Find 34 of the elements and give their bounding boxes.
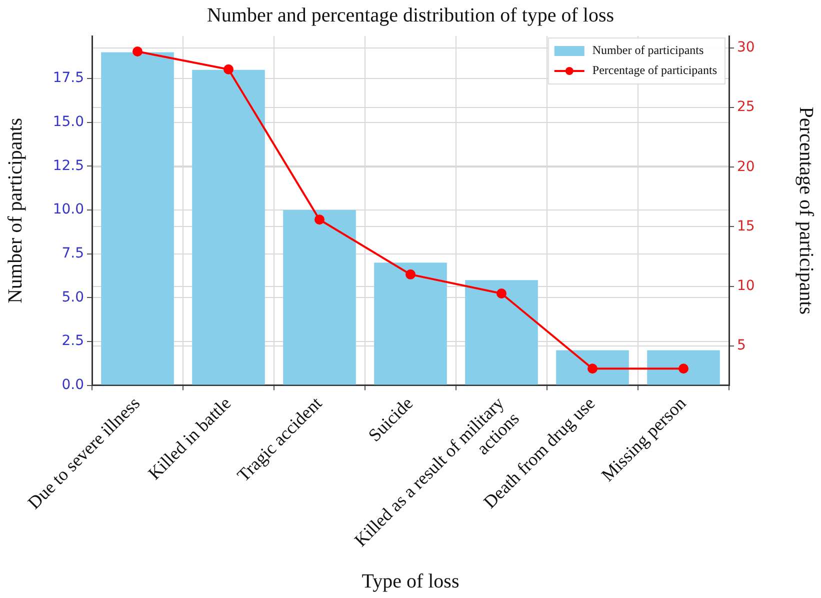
bar (647, 350, 720, 385)
y-axis-title: Number of participants (4, 118, 26, 304)
point (678, 364, 688, 374)
point (588, 364, 598, 374)
y-tick-label: 15.0 (52, 114, 84, 130)
legend-label: Percentage of participants (592, 63, 718, 78)
point (496, 288, 506, 299)
y2-tick-label: 15 (737, 218, 755, 234)
y-tick-label: 17.5 (52, 70, 84, 86)
y2-tick-label: 30 (737, 40, 755, 56)
point (132, 46, 142, 56)
y2-tick-label: 20 (737, 158, 755, 175)
bar (465, 280, 538, 385)
legend-label: Number of participants (592, 43, 704, 58)
y-tick-label: 12.5 (52, 158, 84, 174)
y-tick-label: 7.5 (62, 245, 84, 262)
y2-tick-label: 10 (737, 278, 755, 294)
y-tick-label: 0.0 (62, 376, 84, 393)
point (224, 64, 234, 74)
y2-tick-label: 5 (737, 338, 746, 354)
chart-title: Number and percentage distribution of type of loss (206, 4, 614, 26)
y2-tick-label: 25 (737, 99, 755, 116)
point (406, 269, 416, 280)
x-axis-title: Type of loss (362, 570, 460, 592)
y-tick-label: 10.0 (52, 202, 84, 218)
y2-axis-title: Percentage of participants (794, 106, 817, 315)
bar (101, 52, 174, 385)
bar (556, 350, 629, 385)
bar (374, 262, 447, 385)
y-tick-label: 2.5 (62, 333, 84, 350)
y-tick-label: 5.0 (62, 289, 84, 306)
bar (192, 70, 265, 385)
point (314, 214, 324, 225)
bar (283, 210, 356, 385)
